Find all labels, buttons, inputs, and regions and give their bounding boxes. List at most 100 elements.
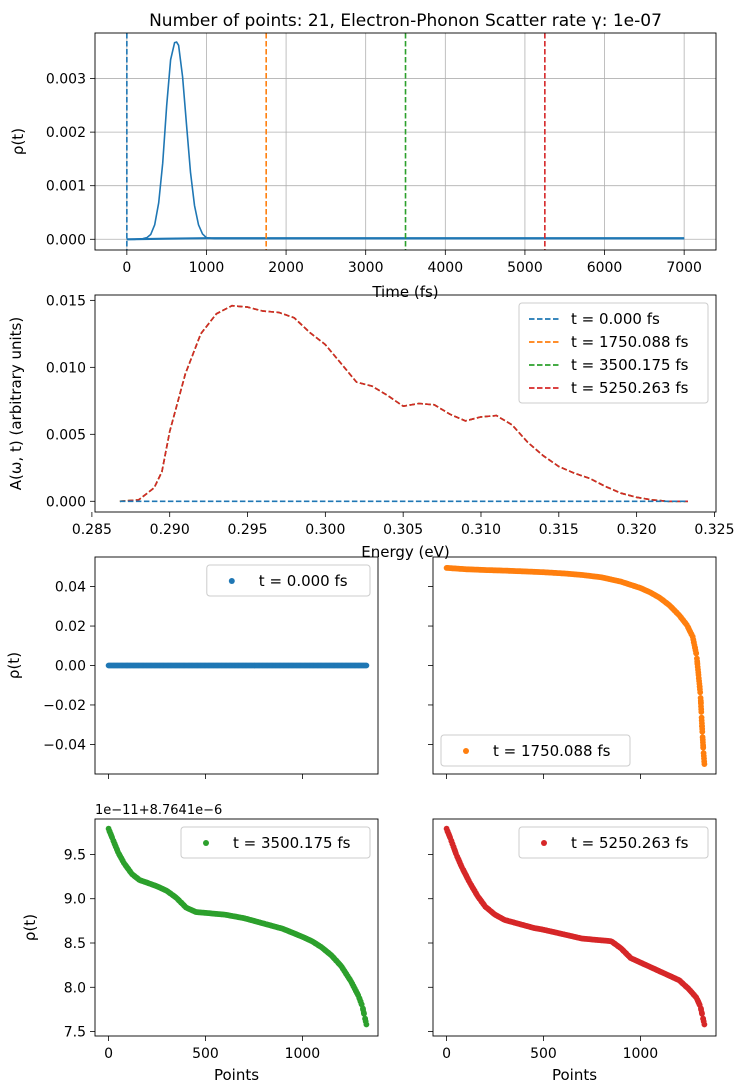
y-tick-label: −0.04 xyxy=(43,737,86,753)
scatter-point xyxy=(458,862,464,868)
scatter-points xyxy=(443,825,708,1028)
axes-frame xyxy=(94,294,717,513)
x-tick-label: 0.320 xyxy=(617,522,657,538)
y-tick-label: 0.02 xyxy=(55,619,86,635)
legend: t = 3500.175 fs xyxy=(180,826,371,859)
scatter-point xyxy=(293,931,299,937)
x-tick-label: 0.300 xyxy=(305,522,345,538)
axes-frame xyxy=(432,556,717,775)
legend-label: t = 5250.263 fs xyxy=(571,834,689,852)
legend-box xyxy=(180,826,371,859)
legend: t = 5250.263 fs xyxy=(518,826,709,859)
legend: t = 1750.088 fs xyxy=(440,734,631,767)
scatter-points xyxy=(443,565,708,767)
x-axis-label: Points xyxy=(214,1066,259,1084)
scatter-point xyxy=(614,943,621,949)
x-tick-label: 1000 xyxy=(285,1046,321,1062)
y-tick-label: 9.0 xyxy=(64,892,86,908)
y-tick-label: 0.001 xyxy=(46,179,86,195)
scatter-point xyxy=(688,631,695,637)
chart-title: Number of points: 21, Electron-Phonon Sc… xyxy=(149,11,662,31)
legend-box xyxy=(518,826,709,859)
x-tick-label: 0.305 xyxy=(383,522,423,538)
x-tick-label: 0.310 xyxy=(461,522,501,538)
axes-frame xyxy=(94,556,379,775)
scatter-point xyxy=(663,599,670,606)
y-tick-label: 0.003 xyxy=(46,72,86,88)
x-tick-label: 1000 xyxy=(623,1046,659,1062)
offset-text: 1e−11+8.7641e−6 xyxy=(95,803,222,818)
y-axis-label: ρ(t) xyxy=(9,128,27,155)
chart-points-t3500: 0 500 1000 7.5 8.0 8.5 9.0 9.5 Points ρ(t) 1e−11+8… xyxy=(21,803,379,1084)
axes-frame xyxy=(94,818,379,1037)
chart-points-t5250: 0 500 1000 Points t = 5250.263 fs xyxy=(428,818,717,1084)
scatter-point xyxy=(700,1018,707,1025)
scatter-point xyxy=(362,1018,369,1025)
scatter-point xyxy=(699,728,706,735)
chart-spectral-function: 0.285 0.290 0.295 0.300 0.305 0.310 0.315 0.320… xyxy=(7,293,734,561)
x-tick-label: 3000 xyxy=(348,260,384,276)
y-tick-label: 0.00 xyxy=(55,659,86,675)
chart-points-t1750: t = 1750.088 fs xyxy=(428,556,717,779)
scatter-point xyxy=(691,992,697,998)
legend-marker xyxy=(541,840,547,846)
scatter-point xyxy=(673,609,680,616)
legend-marker xyxy=(203,840,209,846)
y-axis-label: ρ(t) xyxy=(21,914,39,941)
scatter-point xyxy=(180,902,187,908)
scatter-point xyxy=(346,975,353,982)
scatter-point xyxy=(286,928,293,935)
chart-points-t0: −0.04 −0.02 0.00 0.02 0.04 ρ(t) t = 0.000 fs xyxy=(5,556,379,779)
scatter-points xyxy=(105,825,370,1028)
legend-box xyxy=(440,734,631,767)
y-tick-label: 0.002 xyxy=(46,125,86,141)
y-tick-label: 0.04 xyxy=(55,580,86,596)
legend-label: t = 5250.263 fs xyxy=(571,379,689,397)
scatter-point xyxy=(465,877,472,884)
legend: t = 0.000 fs t = 1750.088 fs t = 3500.175 … xyxy=(518,302,709,404)
density-line xyxy=(126,237,685,241)
scatter-point xyxy=(695,669,702,676)
x-tick-label: 0 xyxy=(104,1046,113,1062)
legend-label: t = 3500.175 fs xyxy=(571,356,689,374)
scatter-point xyxy=(360,1009,367,1016)
scatter-point xyxy=(682,983,689,989)
legend-label: t = 3500.175 fs xyxy=(233,834,351,852)
legend-marker xyxy=(463,748,469,754)
x-axis-label: Energy (eV) xyxy=(361,543,449,561)
scatter-point xyxy=(696,1000,703,1007)
y-axis-label: ρ(t) xyxy=(5,652,23,679)
y-tick-label: 7.5 xyxy=(64,1025,86,1041)
x-tick-label: 1000 xyxy=(189,260,225,276)
legend-label: t = 1750.088 fs xyxy=(493,742,611,760)
y-tick-label: 0.010 xyxy=(46,360,86,376)
scatter-point xyxy=(134,875,140,881)
scatter-point xyxy=(697,689,704,696)
x-axis-label: Time (fs) xyxy=(371,283,438,301)
scatter-point xyxy=(631,583,637,589)
scatter-point xyxy=(480,901,487,907)
x-tick-label: 5000 xyxy=(507,260,543,276)
scatter-point xyxy=(114,846,120,853)
y-axis-label: A(ω, t) (arbitrary units) xyxy=(7,317,25,490)
scatter-point xyxy=(682,619,688,626)
x-tick-label: 0.325 xyxy=(694,522,734,538)
scatter-point xyxy=(698,1009,705,1016)
scatter-point xyxy=(354,990,361,997)
scatter-point xyxy=(473,890,479,897)
legend: t = 0.000 fs xyxy=(206,564,371,597)
scatter-point xyxy=(452,848,459,855)
y-tick-label: 8.5 xyxy=(64,936,86,952)
x-tick-label: 0.295 xyxy=(227,522,267,538)
scatter-point xyxy=(700,744,707,751)
x-tick-label: 0.290 xyxy=(150,522,190,538)
legend-box xyxy=(518,302,709,404)
y-tick-label: 9.5 xyxy=(64,847,86,863)
x-tick-label: 0 xyxy=(442,1046,451,1062)
x-tick-label: 6000 xyxy=(587,260,623,276)
scatter-point xyxy=(624,580,631,587)
x-tick-label: 7000 xyxy=(666,260,702,276)
x-tick-label: 0 xyxy=(122,260,131,276)
scatter-point xyxy=(315,942,322,949)
x-tick-label: 4000 xyxy=(427,260,463,276)
